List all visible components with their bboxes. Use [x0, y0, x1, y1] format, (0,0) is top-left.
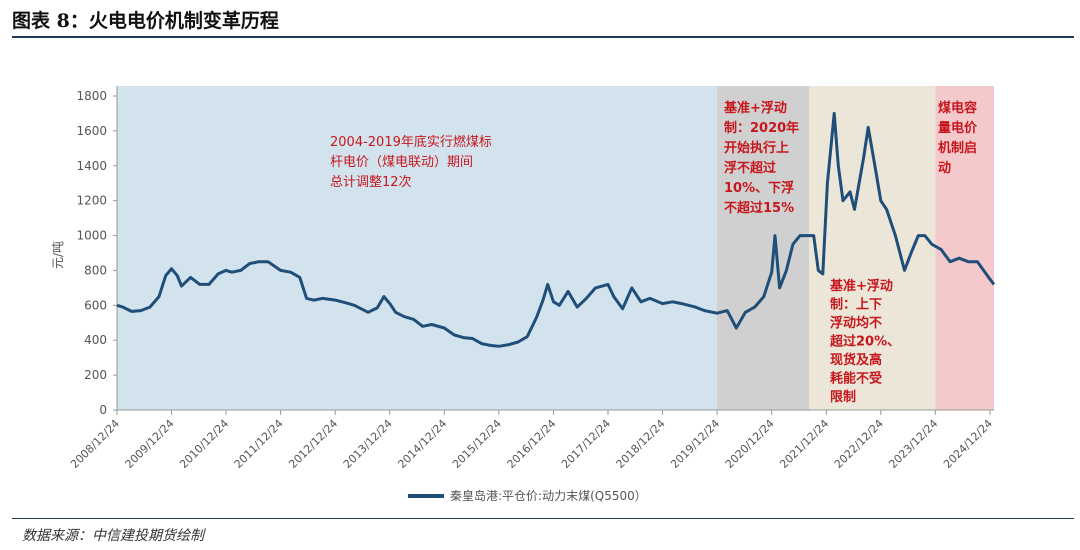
- phase-annotation-2: 10%、下浮: [724, 180, 794, 196]
- title-rule: [12, 36, 1074, 38]
- y-tick-label: 600: [84, 298, 107, 312]
- y-tick-label: 1200: [76, 194, 107, 208]
- phase-annotation-2: 不超过15%: [724, 200, 794, 216]
- y-tick-label: 1800: [76, 89, 107, 103]
- phase-annotation-4: 量电价: [938, 120, 978, 136]
- phase-annotation-3: 现货及高: [830, 352, 882, 368]
- phase-annotation-3: 浮动均不: [830, 315, 882, 331]
- phase-annotation-4: 煤电容: [938, 100, 977, 116]
- phase-band-4: [935, 86, 994, 410]
- phase-annotation-1: 总计调整12次: [330, 174, 412, 190]
- x-tick-label: 2011/12/24: [232, 417, 286, 471]
- phase-annotation-2: 基准+浮动: [723, 100, 787, 116]
- phase-annotation-1: 杆电价（煤电联动）期间: [330, 155, 473, 170]
- phase-annotation-1: 2004-2019年底实行燃煤标: [330, 134, 492, 150]
- figure-title: 图表 8：火电电价机制变革历程: [12, 10, 279, 32]
- phase-annotation-3: 基准+浮动: [829, 278, 893, 294]
- x-tick-label: 2023/12/24: [886, 417, 940, 471]
- legend: 秦皇岛港:平仓价:动力末煤(Q5500）: [408, 488, 647, 503]
- y-tick-label: 200: [84, 368, 107, 382]
- x-tick-label: 2017/12/24: [559, 417, 613, 471]
- x-tick-label: 2022/12/24: [832, 417, 886, 471]
- y-tick-label: 1600: [76, 124, 107, 138]
- source-rule: [12, 518, 1074, 519]
- phase-annotation-2: 制：2020年: [724, 120, 799, 136]
- x-tick-label: 2012/12/24: [286, 417, 340, 471]
- x-tick-label: 2016/12/24: [505, 417, 559, 471]
- y-tick-label: 1000: [76, 229, 107, 243]
- x-tick-label: 2020/12/24: [723, 417, 777, 471]
- x-tick-label: 2008/12/24: [68, 417, 122, 471]
- phase-annotations: 2004-2019年底实行燃煤标杆电价（煤电联动）期间总计调整12次基准+浮动制…: [330, 100, 978, 405]
- x-tick-label: 2019/12/24: [668, 417, 722, 471]
- phase-annotation-4: 机制启: [938, 140, 977, 156]
- x-tick-label: 2009/12/24: [123, 417, 177, 471]
- phase-annotation-3: 限制: [830, 389, 856, 405]
- x-tick-label: 2010/12/24: [177, 417, 231, 471]
- series-line: [116, 111, 996, 348]
- x-tick-label: 2015/12/24: [450, 417, 504, 471]
- phase-annotation-2: 浮不超过: [724, 160, 776, 176]
- phase-annotation-2: 开始执行上: [724, 140, 789, 156]
- x-axis: 2008/12/24 2009/12/24 2010/12/24 2011/12/24…: [68, 409, 995, 471]
- price-chart: 0 200 400 600 800 1000 1200 1400 1600 1800 2008/1…: [51, 86, 996, 503]
- phase-band-2: [717, 86, 810, 410]
- legend-label: 秦皇岛港:平仓价:动力末煤(Q5500）: [450, 488, 647, 503]
- y-axis: 0 200 400 600 800 1000 1200 1400 1600 1800: [76, 86, 118, 417]
- source-note: 数据来源：中信建投期货绘制: [22, 528, 204, 544]
- x-tick-label: 2013/12/24: [341, 417, 395, 471]
- phase-annotation-3: 制：上下: [830, 297, 882, 313]
- x-tick-label: 2018/12/24: [614, 417, 668, 471]
- phase-annotation-4: 动: [938, 161, 951, 176]
- x-tick-label: 2014/12/24: [395, 417, 449, 471]
- y-tick-label: 400: [84, 333, 107, 347]
- y-tick-label: 0: [99, 403, 107, 417]
- y-tick-label: 1400: [76, 159, 107, 173]
- y-tick-label: 800: [84, 263, 107, 277]
- phase-bands: [117, 86, 994, 410]
- y-axis-label: 元/吨: [51, 241, 65, 269]
- phase-annotation-3: 超过20%、: [830, 334, 900, 350]
- phase-annotation-3: 耗能不受: [830, 371, 882, 387]
- x-tick-label: 2024/12/24: [941, 417, 995, 471]
- phase-band-1: [117, 86, 718, 410]
- x-tick-label: 2021/12/24: [777, 417, 831, 471]
